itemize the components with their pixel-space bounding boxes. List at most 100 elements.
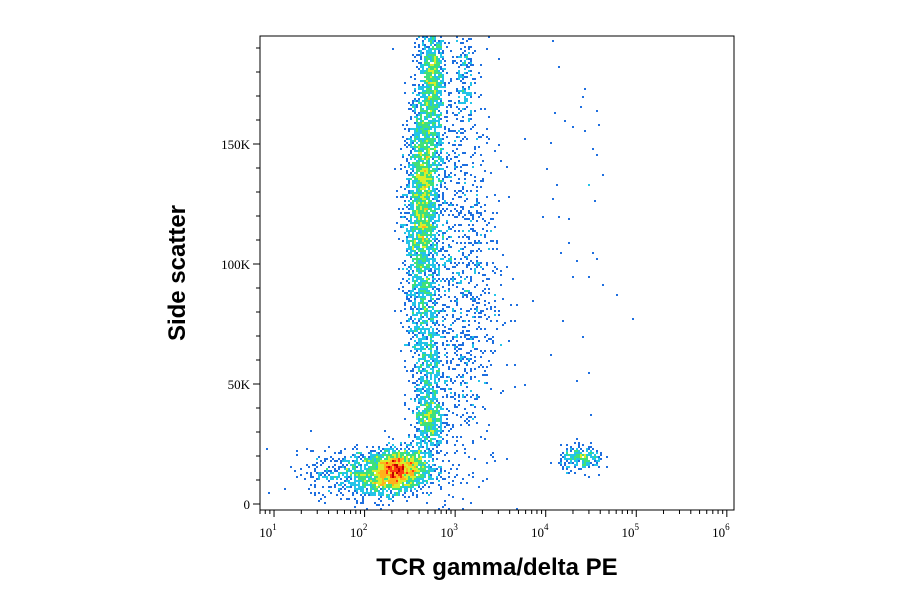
event-point — [572, 456, 574, 458]
event-point — [356, 444, 358, 446]
event-point — [408, 130, 410, 132]
event-point — [466, 334, 468, 336]
event-point — [398, 452, 400, 454]
event-point — [438, 362, 440, 364]
event-point — [542, 216, 544, 218]
event-point — [418, 272, 420, 274]
event-point — [420, 284, 422, 286]
event-point — [304, 478, 306, 480]
event-point — [418, 128, 420, 130]
event-point — [426, 290, 428, 292]
event-point — [428, 258, 430, 260]
event-point — [422, 194, 424, 196]
event-point — [408, 486, 410, 488]
event-point — [506, 166, 508, 168]
event-point — [436, 224, 438, 226]
event-point — [378, 492, 380, 494]
event-point — [446, 238, 448, 240]
event-point — [484, 300, 486, 302]
event-point — [546, 168, 548, 170]
event-point — [436, 98, 438, 100]
event-point — [446, 106, 448, 108]
event-point — [424, 292, 426, 294]
event-point — [428, 426, 430, 428]
event-point — [426, 424, 428, 426]
event-point — [428, 464, 430, 466]
event-point — [330, 476, 332, 478]
event-point — [438, 50, 440, 52]
event-point — [454, 300, 456, 302]
event-point — [588, 446, 590, 448]
event-point — [422, 192, 424, 194]
event-point — [418, 260, 420, 262]
event-point — [450, 180, 452, 182]
event-point — [454, 114, 456, 116]
event-point — [360, 468, 362, 470]
event-point — [420, 302, 422, 304]
event-point — [430, 104, 432, 106]
event-point — [442, 478, 444, 480]
event-point — [456, 106, 458, 108]
event-point — [416, 120, 418, 122]
event-point — [448, 424, 450, 426]
event-point — [434, 84, 436, 86]
event-point — [426, 50, 428, 52]
event-point — [428, 310, 430, 312]
event-point — [430, 220, 432, 222]
event-point — [464, 256, 466, 258]
event-point — [424, 200, 426, 202]
event-point — [420, 344, 422, 346]
event-point — [420, 314, 422, 316]
event-point — [420, 338, 422, 340]
event-point — [404, 466, 406, 468]
event-point — [420, 214, 422, 216]
event-point — [424, 302, 426, 304]
event-point — [436, 346, 438, 348]
event-point — [408, 342, 410, 344]
event-point — [434, 154, 436, 156]
event-point — [424, 468, 426, 470]
event-point — [428, 56, 430, 58]
event-point — [426, 414, 428, 416]
event-point — [420, 210, 422, 212]
event-point — [310, 474, 312, 476]
event-point — [322, 494, 324, 496]
event-point — [428, 208, 430, 210]
event-point — [476, 220, 478, 222]
event-point — [564, 462, 566, 464]
event-point — [432, 162, 434, 164]
event-point — [408, 434, 410, 436]
event-point — [420, 446, 422, 448]
event-point — [466, 296, 468, 298]
event-point — [460, 356, 462, 358]
event-point — [490, 320, 492, 322]
event-point — [422, 162, 424, 164]
event-point — [438, 474, 440, 476]
event-point — [430, 332, 432, 334]
event-point — [436, 342, 438, 344]
event-point — [414, 488, 416, 490]
event-point — [334, 468, 336, 470]
event-point — [388, 436, 390, 438]
event-point — [586, 462, 588, 464]
event-point — [350, 476, 352, 478]
event-point — [424, 214, 426, 216]
event-point — [428, 192, 430, 194]
event-point — [474, 312, 476, 314]
event-point — [432, 390, 434, 392]
event-point — [432, 274, 434, 276]
event-point — [588, 476, 590, 478]
event-point — [436, 376, 438, 378]
event-point — [434, 248, 436, 250]
event-point — [470, 292, 472, 294]
event-point — [420, 308, 422, 310]
event-point — [492, 240, 494, 242]
event-point — [422, 220, 424, 222]
event-point — [442, 198, 444, 200]
event-point — [340, 482, 342, 484]
event-point — [448, 280, 450, 282]
event-point — [438, 196, 440, 198]
event-point — [414, 42, 416, 44]
event-point — [606, 456, 608, 458]
event-point — [454, 190, 456, 192]
